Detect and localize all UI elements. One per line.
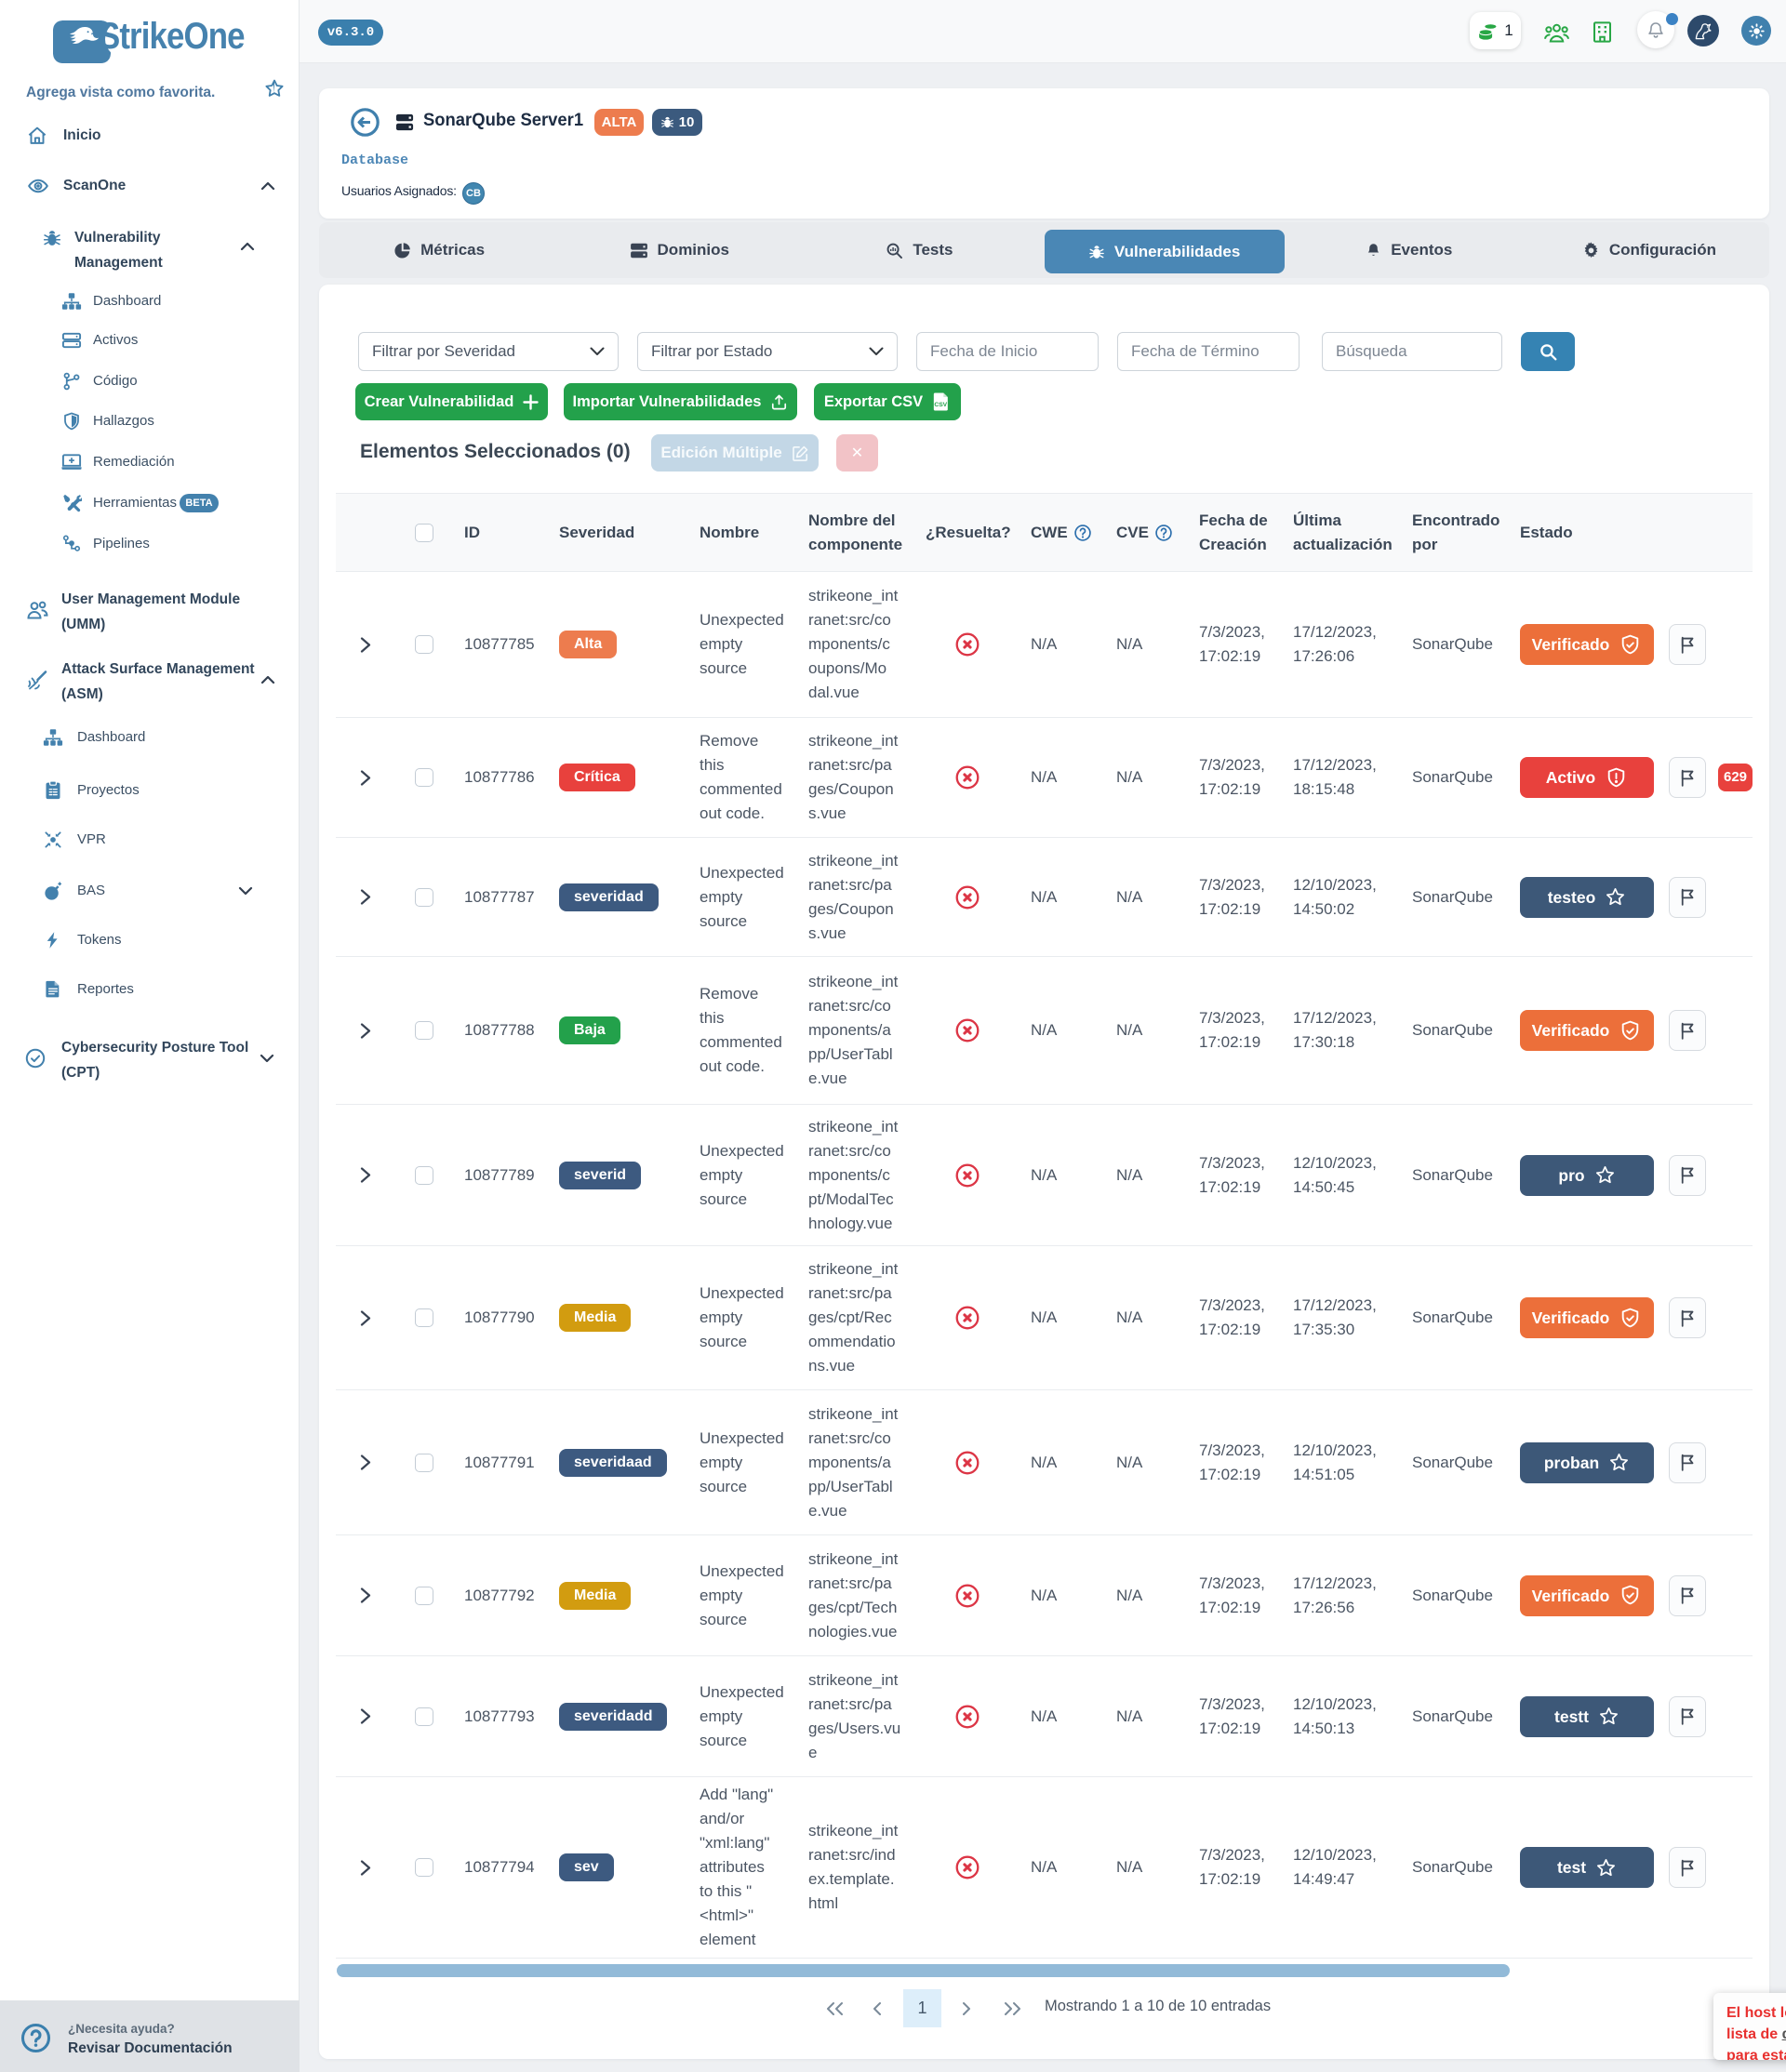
svg-text:CSV: CSV: [935, 402, 948, 408]
